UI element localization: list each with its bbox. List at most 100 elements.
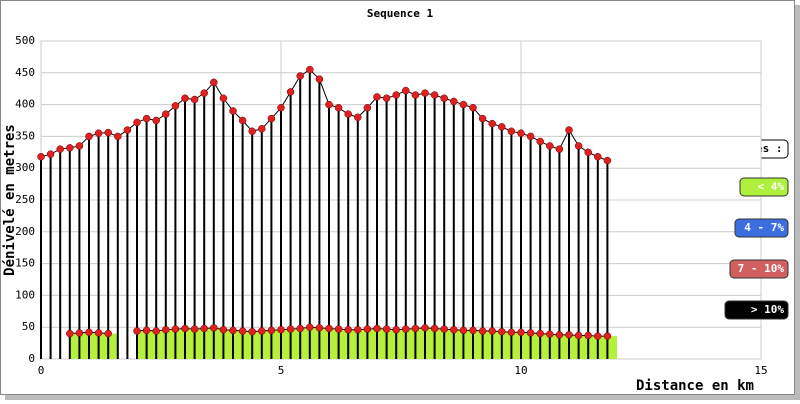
point (565, 126, 573, 134)
point (104, 128, 112, 137)
y-tick-label: 150 (15, 257, 35, 270)
point (181, 324, 189, 333)
base-bar (511, 332, 521, 359)
x-tick-label: 5 (278, 364, 285, 377)
point (325, 324, 333, 333)
base-bar (415, 328, 425, 359)
legend-label: > 10% (751, 303, 784, 316)
point (94, 329, 103, 337)
base-bar (223, 329, 233, 359)
legend-box (724, 300, 789, 320)
base-bar (233, 330, 243, 359)
legend-box (739, 177, 789, 197)
point (75, 329, 84, 337)
legend-label: 4 - 7% (744, 221, 784, 234)
point (517, 129, 525, 137)
point (190, 325, 199, 333)
legend-label: 7 - 10% (738, 262, 785, 275)
point (440, 325, 448, 333)
point (507, 328, 516, 337)
point (229, 107, 237, 115)
base-bar (194, 329, 205, 359)
point (286, 88, 295, 96)
point (594, 332, 602, 340)
point (430, 324, 439, 333)
point (373, 93, 381, 101)
legend-label: < 4% (758, 180, 785, 193)
y-axis-label: Dénivelé en metres (2, 124, 18, 276)
y-tick-label: 400 (15, 98, 35, 111)
x-tick-label: 15 (754, 364, 767, 377)
base-bar (338, 329, 349, 359)
point (210, 324, 218, 332)
point (210, 78, 218, 87)
point (488, 119, 496, 128)
base-bar (453, 329, 464, 359)
point (392, 91, 400, 99)
point (296, 72, 304, 80)
point (536, 137, 544, 146)
base-bar (473, 330, 483, 359)
y-tick-label: 300 (15, 161, 35, 174)
point (171, 325, 180, 333)
point (402, 325, 410, 333)
point (56, 145, 64, 153)
base-bar (425, 327, 435, 359)
point (507, 127, 516, 136)
base-bar (165, 329, 176, 359)
point (603, 156, 612, 165)
point (382, 94, 391, 102)
point (555, 331, 564, 339)
point (248, 327, 256, 336)
base-bar (300, 328, 310, 359)
point (402, 86, 410, 95)
point (142, 114, 151, 123)
point (526, 132, 535, 141)
point (392, 325, 400, 334)
point (46, 150, 55, 158)
base-bar (98, 332, 109, 359)
point (200, 89, 208, 97)
point (565, 331, 573, 339)
base-bar (396, 329, 406, 359)
point (238, 327, 247, 335)
base-bar (271, 330, 281, 359)
base-bar (357, 329, 368, 359)
legend-box (734, 218, 789, 238)
base-bar (367, 329, 377, 359)
point (469, 326, 477, 335)
base-bar (444, 329, 454, 359)
base-bar (405, 329, 416, 359)
point (152, 327, 160, 335)
point (162, 325, 170, 334)
point (267, 326, 276, 335)
point (277, 104, 285, 112)
point (162, 110, 170, 118)
base-bar (252, 331, 262, 359)
y-tick-label: 450 (15, 66, 35, 79)
point (85, 132, 93, 141)
y-tick-label: 100 (15, 288, 35, 301)
point (37, 153, 45, 161)
x-axis-label: Distance en km (636, 378, 754, 394)
point (142, 326, 151, 335)
base-bar (569, 334, 579, 359)
point (258, 125, 266, 133)
point (114, 132, 122, 141)
point (478, 327, 487, 335)
point (85, 328, 93, 337)
frame-shadow (5, 395, 795, 400)
point (267, 114, 276, 123)
point (373, 324, 381, 333)
point (517, 328, 525, 337)
point (152, 116, 160, 125)
point (363, 104, 372, 112)
base-bar (156, 331, 166, 359)
point (306, 323, 314, 331)
point (363, 325, 372, 333)
point (584, 148, 592, 157)
point (66, 144, 74, 152)
point (478, 114, 487, 123)
point (334, 325, 343, 333)
point (200, 324, 208, 333)
